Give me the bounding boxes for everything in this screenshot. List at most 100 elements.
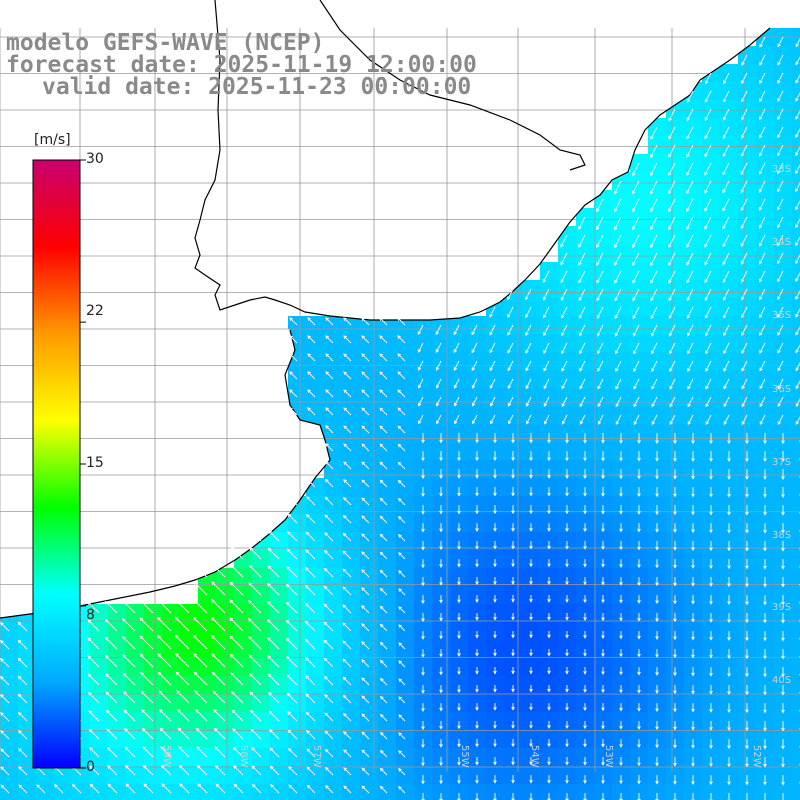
wind-arrow [323, 675, 334, 686]
wind-arrow [493, 721, 497, 729]
wind-arrow [361, 641, 370, 650]
wind-arrow [457, 739, 461, 748]
wind-arrow [632, 288, 640, 302]
wind-arrow [781, 631, 785, 642]
wind-arrow [763, 451, 767, 463]
wind-arrow [289, 371, 298, 380]
wind-arrow [267, 547, 280, 560]
wind-arrow [727, 523, 731, 534]
wind-arrow [704, 180, 712, 194]
wind-arrow [547, 505, 551, 515]
wind-arrow [157, 671, 172, 686]
wind-arrow [287, 747, 298, 758]
wind-arrow [637, 577, 641, 586]
wind-arrow [105, 691, 118, 704]
wind-arrow [578, 216, 586, 231]
wind-arrow [211, 563, 226, 578]
wind-arrow [651, 378, 658, 390]
wind-arrow [561, 360, 568, 372]
wind-arrow [249, 547, 262, 560]
wind-arrow [727, 649, 731, 659]
wind-arrow [507, 396, 514, 407]
wind-arrow [475, 685, 479, 693]
wind-arrow [637, 721, 641, 730]
wind-arrow [475, 721, 479, 730]
wind-arrow [493, 775, 497, 784]
wind-arrow [323, 621, 334, 632]
wind-arrow [709, 667, 713, 677]
wind-arrow [87, 619, 100, 632]
wind-arrow [17, 675, 28, 686]
wind-arrow [650, 288, 658, 302]
wind-arrow [286, 656, 298, 668]
wind-arrow [709, 703, 713, 713]
wind-arrow [777, 126, 784, 139]
wind-cell [756, 784, 775, 800]
wind-cell [792, 298, 800, 317]
wind-arrow [633, 378, 640, 390]
wind-arrow [727, 577, 731, 588]
wind-arrow [398, 786, 406, 794]
wind-arrow [668, 252, 676, 266]
wind-arrow [398, 768, 406, 776]
wind-arrow [560, 306, 568, 319]
wind-arrow [691, 721, 695, 731]
wind-arrow [529, 613, 533, 621]
wind-arrow [673, 703, 677, 713]
wind-arrow [777, 396, 784, 408]
wind-arrow [324, 514, 334, 524]
wind-arrow [777, 342, 784, 354]
wind-arrow [87, 673, 100, 686]
wind-arrow [493, 757, 497, 766]
wind-arrow [565, 559, 569, 568]
wind-arrow [511, 685, 515, 693]
wind-arrow [529, 757, 533, 766]
wind-arrow [361, 767, 370, 776]
wind-arrow [709, 541, 713, 552]
wind-arrow [637, 703, 641, 712]
wind-arrow [781, 469, 785, 480]
wind-arrow [601, 685, 605, 694]
wind-arrow [379, 695, 388, 704]
wind-arrow [632, 162, 640, 177]
wind-arrow [709, 721, 713, 731]
wind-arrow [511, 667, 515, 675]
wind-arrow [421, 631, 425, 640]
wind-arrow [342, 586, 352, 596]
wind-arrow [543, 342, 550, 354]
wind-arrow [596, 288, 604, 302]
wind-arrow [17, 621, 28, 632]
wind-arrow [493, 739, 497, 748]
wind-arrow [361, 659, 370, 668]
wind-arrow [343, 353, 352, 362]
wind-arrow [343, 389, 352, 398]
wind-arrow [361, 497, 370, 506]
wind-arrow [379, 713, 388, 722]
wind-arrow [307, 353, 316, 362]
wind-cell [468, 784, 487, 800]
wind-cell [792, 82, 800, 101]
wind-arrow [741, 360, 748, 372]
wind-arrow [727, 667, 731, 677]
wind-arrow [489, 342, 496, 354]
wind-arrow [759, 414, 766, 426]
wind-arrow [777, 162, 784, 175]
wind-arrow [324, 496, 334, 506]
wind-arrow [637, 433, 641, 444]
wind-arrow [691, 523, 695, 534]
wind-arrow [439, 685, 443, 694]
wind-arrow [578, 306, 586, 319]
wind-cell [792, 46, 800, 65]
wind-arrow [619, 433, 623, 444]
wind-arrow [614, 270, 622, 284]
wind-arrow [17, 657, 28, 668]
wind-arrow [668, 126, 676, 140]
wind-arrow [307, 371, 316, 380]
wind-arrow [325, 443, 334, 452]
wind-arrow [547, 613, 551, 621]
wind-cell [576, 784, 595, 800]
lat-label: 38S [772, 530, 791, 541]
wind-arrow [777, 108, 784, 121]
wind-arrow [583, 541, 587, 550]
wind-arrow [439, 667, 443, 676]
